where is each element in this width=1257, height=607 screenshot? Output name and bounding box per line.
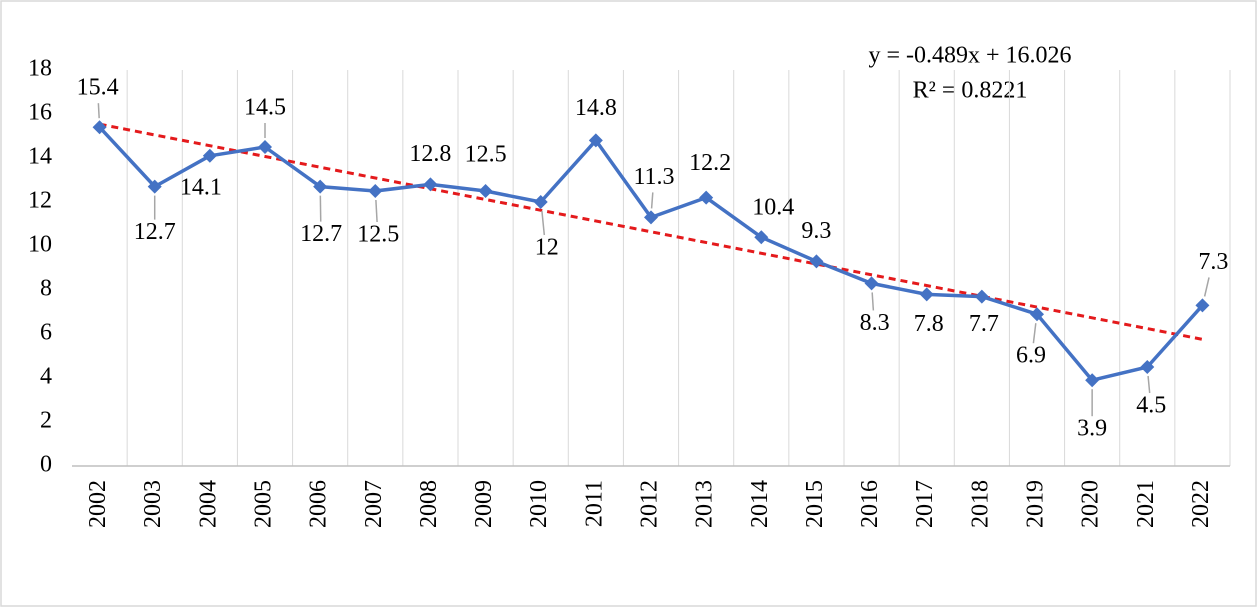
data-label: 12.7 <box>134 219 176 245</box>
data-label: 12.5 <box>357 222 399 248</box>
data-label: 7.8 <box>914 311 944 337</box>
data-label: 11.3 <box>633 164 674 190</box>
x-tick-label: 2018 <box>967 480 993 528</box>
marker <box>1085 373 1100 388</box>
marker <box>699 190 714 205</box>
x-tick-label: 2019 <box>1023 480 1049 528</box>
y-tick-label: 6 <box>40 320 52 346</box>
x-tick-label: 2016 <box>857 480 883 528</box>
marker <box>533 195 548 209</box>
data-label: 6.9 <box>1016 343 1046 369</box>
x-tick-label: 2009 <box>471 480 497 528</box>
leader-line <box>541 210 546 236</box>
leader-line <box>1032 323 1037 344</box>
marker <box>258 140 272 154</box>
y-tick-label: 2 <box>40 408 52 434</box>
data-label: 9.3 <box>801 218 831 244</box>
x-tick-label: 2003 <box>140 480 166 528</box>
y-tick-label: 16 <box>28 100 52 126</box>
marker <box>919 287 934 302</box>
data-label: 14.8 <box>575 95 617 121</box>
trendline-r2: R² = 0.8221 <box>913 78 1028 104</box>
marker <box>809 254 824 269</box>
x-tick-label: 2017 <box>912 480 938 528</box>
x-tick-label: 2012 <box>637 480 663 528</box>
marker <box>368 184 383 198</box>
data-label: 4.5 <box>1136 393 1166 419</box>
x-tick-label: 2006 <box>306 480 332 528</box>
data-label: 14.1 <box>180 174 222 200</box>
marker <box>423 177 438 192</box>
leader-line <box>1203 277 1210 297</box>
x-tick-label: 2008 <box>416 480 442 528</box>
marker <box>754 230 769 245</box>
y-tick-label: 8 <box>40 276 52 302</box>
x-tick-label: 2011 <box>581 480 607 527</box>
x-tick-label: 2020 <box>1078 480 1104 528</box>
trendline <box>99 122 1203 341</box>
data-label: 12.5 <box>465 142 507 168</box>
x-tick-label: 2007 <box>361 480 387 528</box>
leader-line <box>1147 375 1151 394</box>
marker <box>202 148 217 163</box>
data-label: 15.4 <box>77 75 119 101</box>
leader-line <box>97 103 100 119</box>
leader-line <box>650 192 654 209</box>
trendline-equation: y = -0.489x + 16.026 <box>868 43 1071 69</box>
marker <box>644 210 658 225</box>
x-tick-label: 2002 <box>85 480 111 528</box>
x-tick-label: 2014 <box>747 480 773 528</box>
x-tick-label: 2005 <box>251 480 277 528</box>
data-label: 7.7 <box>969 311 999 337</box>
marker <box>147 179 162 194</box>
leader-line <box>375 199 378 223</box>
data-label: 8.3 <box>860 310 890 336</box>
y-tick-label: 12 <box>28 188 52 214</box>
marker <box>864 276 879 291</box>
data-label: 12.7 <box>300 221 342 247</box>
data-label: 7.3 <box>1198 249 1228 275</box>
data-label: 12.2 <box>689 150 731 176</box>
y-tick-label: 14 <box>28 144 52 170</box>
marker <box>478 184 493 198</box>
data-label: 12 <box>535 235 559 261</box>
y-tick-label: 18 <box>28 56 52 82</box>
marker <box>92 120 107 135</box>
x-tick-label: 2013 <box>692 480 718 528</box>
y-tick-label: 10 <box>28 232 52 258</box>
x-tick-label: 2010 <box>526 480 552 528</box>
y-tick-label: 4 <box>40 364 52 390</box>
x-tick-label: 2015 <box>802 480 828 528</box>
x-tick-label: 2004 <box>195 480 221 528</box>
marker <box>588 133 603 148</box>
data-label: 10.4 <box>752 195 794 221</box>
data-label: 14.5 <box>244 95 286 121</box>
marker <box>1195 298 1210 313</box>
y-tick-label: 0 <box>40 452 52 478</box>
x-tick-label: 2022 <box>1188 480 1214 528</box>
data-label: 3.9 <box>1077 416 1107 442</box>
leader-line <box>871 292 875 311</box>
x-tick-label: 2021 <box>1133 480 1159 528</box>
marker <box>313 179 328 194</box>
marker <box>1140 360 1155 374</box>
data-label: 12.8 <box>409 141 451 167</box>
marker <box>974 289 989 304</box>
marker <box>1030 307 1044 322</box>
